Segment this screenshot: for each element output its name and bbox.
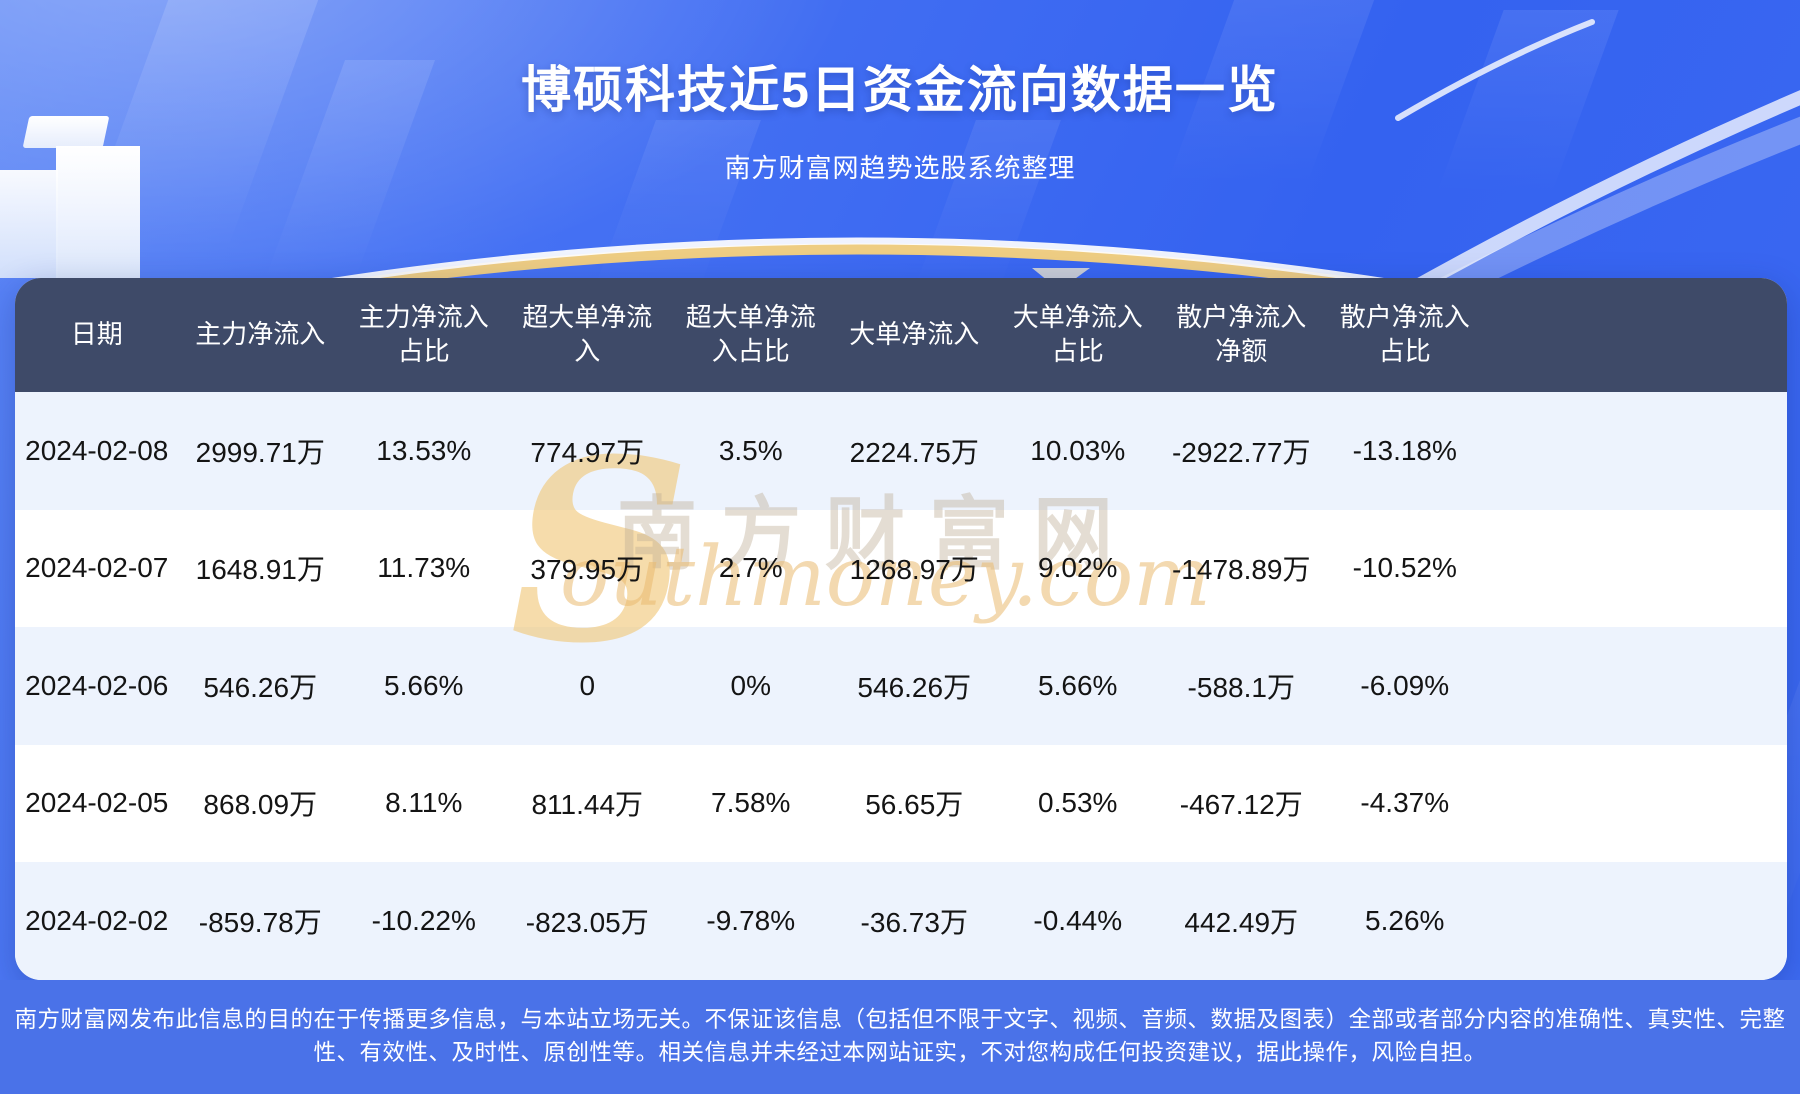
value-cell: -0.44% <box>1033 904 1123 936</box>
value-cell: 2224.75万 <box>849 436 979 468</box>
value-cell: -1478.89万 <box>1171 554 1311 586</box>
value-cell: 5.66% <box>1038 669 1118 701</box>
value-cell: 56.65万 <box>865 789 964 821</box>
value-cell: 868.09万 <box>203 789 318 821</box>
col-header-main-net-inflow: 主力净流入 <box>195 319 326 350</box>
page-subtitle: 南方财富网趋势选股系统整理 <box>724 153 1076 183</box>
value-cell: 0% <box>730 669 771 701</box>
value-cell: 1648.91万 <box>195 554 325 586</box>
value-cell: 546.26万 <box>857 671 972 703</box>
value-cell: -588.1万 <box>1187 671 1295 703</box>
table-row: 2024-02-06 546.26万 5.66% 0 0% 546.26万 5.66% -58… <box>15 627 1787 745</box>
value-cell: 2.7% <box>718 552 783 584</box>
value-cell: 1268.97万 <box>849 554 979 586</box>
value-cell: 5.26% <box>1365 904 1445 936</box>
value-cell: -9.78% <box>706 904 796 936</box>
disclaimer-bar: 南方财富网发布此信息的目的在于传播更多信息，与本站立场无关。不保证该信息（包括但… <box>0 980 1800 1094</box>
value-cell: 442.49万 <box>1184 906 1299 938</box>
table-header-row: 日期 主力净流入 主力净流入 占比 超大单净流 入 超大单净流 入占比 大单净流… <box>15 278 1787 392</box>
date-cell: 2024-02-05 <box>25 787 169 819</box>
col-header-large-order-ratio: 大单净流入 占比 <box>1012 302 1143 366</box>
col-header-main-net-ratio: 主力净流入 占比 <box>358 302 489 366</box>
page-title: 博硕科技近5日资金流向数据一览 <box>521 62 1279 118</box>
value-cell: 379.95万 <box>530 554 645 586</box>
value-cell: 7.58% <box>711 787 791 819</box>
value-cell: 5.66% <box>384 669 464 701</box>
value-cell: -2922.77万 <box>1171 436 1311 468</box>
value-cell: 2999.71万 <box>195 436 325 468</box>
col-header-xl-order-inflow: 超大单净流 入 <box>522 302 653 366</box>
table-row: 2024-02-05 868.09万 8.11% 811.44万 7.58% 56.65万… <box>15 744 1787 862</box>
value-cell: -13.18% <box>1352 434 1457 466</box>
value-cell: -10.22% <box>371 904 476 936</box>
value-cell: 3.5% <box>718 434 783 466</box>
fund-flow-table: 日期 主力净流入 主力净流入 占比 超大单净流 入 超大单净流 入占比 大单净流… <box>15 278 1787 980</box>
value-cell: 11.73% <box>377 552 471 584</box>
table-row: 2024-02-08 2999.71万 13.53% 774.97万 3.5% 2224.… <box>15 392 1787 510</box>
table-body: 2024-02-08 2999.71万 13.53% 774.97万 3.5% 2224.… <box>15 392 1787 980</box>
date-cell: 2024-02-08 <box>25 434 169 466</box>
value-cell: 0.53% <box>1038 787 1118 819</box>
value-cell: 546.26万 <box>203 671 318 703</box>
light-streak <box>594 120 761 290</box>
value-cell: -4.37% <box>1360 787 1450 819</box>
disclaimer-text: 南方财富网发布此信息的目的在于传播更多信息，与本站立场无关。不保证该信息（包括但… <box>14 1007 1786 1065</box>
value-cell: -6.09% <box>1360 669 1450 701</box>
value-cell: -10.52% <box>1352 552 1457 584</box>
value-cell: 10.03% <box>1030 434 1126 466</box>
col-header-large-order-inflow: 大单净流入 <box>849 319 980 350</box>
date-cell: 2024-02-02 <box>25 904 169 936</box>
value-cell: 13.53% <box>376 434 472 466</box>
podium-3d-shape <box>56 146 140 278</box>
value-cell: 9.02% <box>1038 552 1118 584</box>
value-cell: 774.97万 <box>530 436 645 468</box>
col-header-retail-net-amount: 散户净流入 净额 <box>1176 302 1307 366</box>
date-cell: 2024-02-07 <box>25 552 169 584</box>
col-header-retail-net-ratio: 散户净流入 占比 <box>1339 302 1470 366</box>
value-cell: 811.44万 <box>531 789 644 821</box>
value-cell: -36.73万 <box>860 906 968 938</box>
value-cell: -467.12万 <box>1179 789 1303 821</box>
value-cell: -859.78万 <box>198 906 322 938</box>
col-header-xl-order-ratio: 超大单净流 入占比 <box>685 302 816 366</box>
value-cell: -823.05万 <box>525 906 649 938</box>
table-row: 2024-02-02 -859.78万 -10.22% -823.05万 -9.78% -… <box>15 862 1787 980</box>
col-header-date: 日期 <box>70 319 123 350</box>
value-cell: 0 <box>579 669 596 701</box>
table-row: 2024-02-07 1648.91万 11.73% 379.95万 2.7% 1268.… <box>15 509 1787 627</box>
value-cell: 8.11% <box>385 787 463 819</box>
podium-3d-shape <box>0 170 58 278</box>
date-cell: 2024-02-06 <box>25 669 169 701</box>
light-streak <box>914 120 1061 290</box>
